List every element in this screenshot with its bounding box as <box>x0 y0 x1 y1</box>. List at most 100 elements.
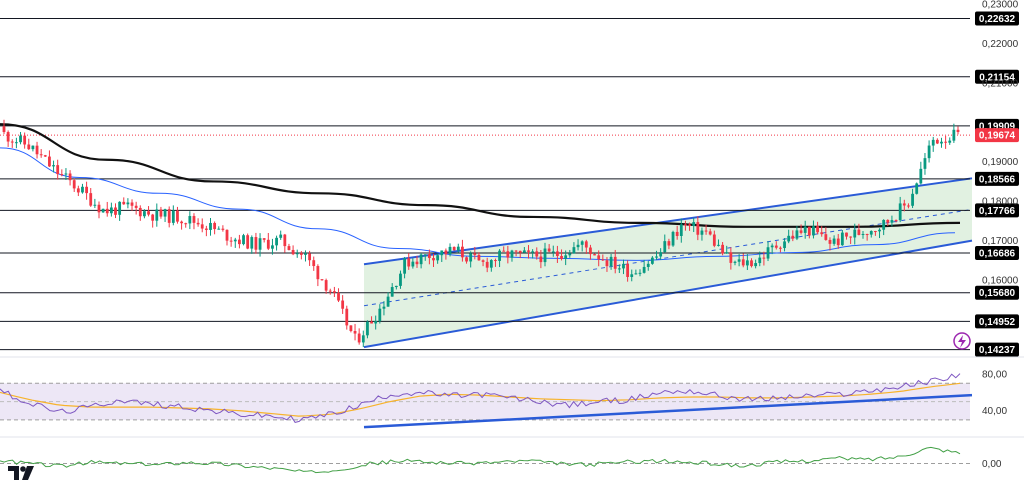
candle-body[interactable] <box>279 234 283 238</box>
candle-body[interactable] <box>209 222 212 230</box>
candle-body[interactable] <box>48 156 51 167</box>
candle-body[interactable] <box>502 250 506 252</box>
candle-body[interactable] <box>461 246 464 258</box>
candle-body[interactable] <box>266 239 270 249</box>
candle-body[interactable] <box>72 180 76 189</box>
candle-body[interactable] <box>97 204 101 213</box>
alert-badge[interactable] <box>953 332 971 350</box>
candle-body[interactable] <box>6 132 10 142</box>
candle-body[interactable] <box>940 141 943 144</box>
candle-body[interactable] <box>304 253 307 255</box>
candle-body[interactable] <box>60 174 64 176</box>
candle-body[interactable] <box>229 240 233 242</box>
candle-body[interactable] <box>341 300 345 309</box>
candle-body[interactable] <box>89 193 93 206</box>
candle-body[interactable] <box>828 239 832 244</box>
candle-body[interactable] <box>320 279 324 281</box>
candle-body[interactable] <box>956 129 960 133</box>
candle-body[interactable] <box>630 274 634 277</box>
candle-body[interactable] <box>580 241 584 245</box>
candle-body[interactable] <box>857 229 861 235</box>
candle-body[interactable] <box>646 263 650 267</box>
candle-body[interactable] <box>200 224 204 229</box>
candle-body[interactable] <box>349 325 353 332</box>
candle-body[interactable] <box>923 158 927 169</box>
candle-body[interactable] <box>105 208 109 214</box>
candle-body[interactable] <box>535 251 539 257</box>
candle-body[interactable] <box>766 247 770 259</box>
candle-body[interactable] <box>126 202 130 205</box>
candle-body[interactable] <box>494 260 497 262</box>
candle-body[interactable] <box>328 290 332 292</box>
candle-body[interactable] <box>295 253 299 255</box>
candle-body[interactable] <box>812 226 815 236</box>
candle-body[interactable] <box>783 241 786 249</box>
candle-body[interactable] <box>911 193 914 206</box>
candle-body[interactable] <box>758 257 762 264</box>
candle-body[interactable] <box>919 168 923 184</box>
candle-body[interactable] <box>155 209 159 221</box>
candle-body[interactable] <box>473 253 477 255</box>
candle-body[interactable] <box>907 205 910 207</box>
candle-body[interactable] <box>436 255 440 261</box>
candle-body[interactable] <box>729 252 733 263</box>
candle-body[interactable] <box>576 244 580 248</box>
candle-body[interactable] <box>613 256 617 269</box>
candle-body[interactable] <box>890 220 894 223</box>
candle-body[interactable] <box>432 258 435 261</box>
candle-body[interactable] <box>167 209 171 223</box>
candle-body[interactable] <box>845 232 848 237</box>
candle-body[interactable] <box>448 246 452 255</box>
candle-body[interactable] <box>2 126 6 133</box>
candle-body[interactable] <box>374 321 378 324</box>
candle-body[interactable] <box>19 135 22 143</box>
candle-body[interactable] <box>708 231 712 235</box>
candle-body[interactable] <box>93 204 97 206</box>
candle-body[interactable] <box>684 224 687 226</box>
candle-body[interactable] <box>820 232 824 235</box>
candle-body[interactable] <box>878 229 881 232</box>
candle-body[interactable] <box>130 202 134 206</box>
candle-body[interactable] <box>915 183 919 194</box>
candle-body[interactable] <box>514 250 518 252</box>
candle-body[interactable] <box>204 228 208 230</box>
candle-body[interactable] <box>589 247 592 255</box>
candle-body[interactable] <box>81 186 84 193</box>
candle-body[interactable] <box>275 237 278 246</box>
candle-body[interactable] <box>816 226 819 233</box>
candle-body[interactable] <box>159 209 163 217</box>
candle-body[interactable] <box>832 238 836 244</box>
candle-body[interactable] <box>332 291 336 293</box>
candle-body[interactable] <box>262 238 266 240</box>
candle-body[interactable] <box>617 268 621 270</box>
candle-body[interactable] <box>238 239 241 245</box>
candle-body[interactable] <box>85 186 88 194</box>
candle-body[interactable] <box>597 255 601 260</box>
candle-body[interactable] <box>114 207 117 215</box>
candle-body[interactable] <box>898 203 902 221</box>
candle-body[interactable] <box>287 246 291 250</box>
candle-body[interactable] <box>415 261 419 265</box>
candle-body[interactable] <box>696 222 700 235</box>
candle-body[interactable] <box>184 223 188 225</box>
candle-body[interactable] <box>663 241 667 253</box>
candle-body[interactable] <box>807 226 811 236</box>
candle-body[interactable] <box>56 165 60 175</box>
channel-upper-line[interactable] <box>363 177 973 266</box>
candle-body[interactable] <box>390 287 394 297</box>
candle-body[interactable] <box>836 238 840 246</box>
candle-body[interactable] <box>787 235 791 242</box>
candle-body[interactable] <box>506 251 510 258</box>
candle-body[interactable] <box>345 308 349 326</box>
candle-body[interactable] <box>39 154 43 156</box>
candle-body[interactable] <box>258 238 262 250</box>
candle-body[interactable] <box>444 250 448 255</box>
candle-body[interactable] <box>874 231 877 233</box>
candle-body[interactable] <box>489 260 493 268</box>
candle-body[interactable] <box>221 228 225 230</box>
candle-body[interactable] <box>733 261 737 263</box>
candle-body[interactable] <box>754 263 758 267</box>
candle-body[interactable] <box>560 256 563 259</box>
candle-body[interactable] <box>308 253 312 261</box>
